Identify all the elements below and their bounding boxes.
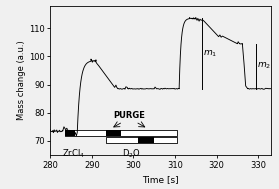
Text: $m_2$: $m_2$ (257, 61, 271, 71)
Text: ZrCl$_4$: ZrCl$_4$ (62, 148, 85, 160)
Text: D$_2$O: D$_2$O (122, 148, 141, 160)
Text: $m_1$: $m_1$ (203, 48, 218, 59)
Y-axis label: Mass change (a.u.): Mass change (a.u.) (17, 40, 26, 120)
Text: PURGE: PURGE (113, 111, 145, 120)
X-axis label: Time [s]: Time [s] (142, 175, 179, 184)
